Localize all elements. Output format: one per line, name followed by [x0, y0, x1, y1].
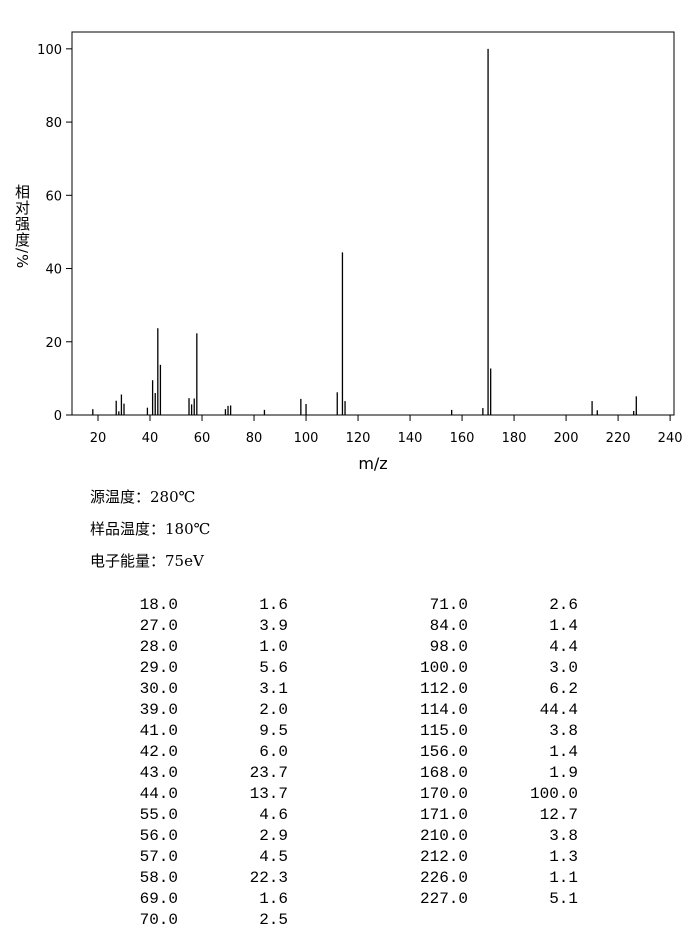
- table-cell: 1.1: [549, 869, 578, 887]
- x-tick-label: 80: [246, 431, 263, 446]
- table-cell: 22.3: [249, 869, 288, 887]
- table-cell: 170.0: [419, 785, 468, 803]
- table-cell: 58.0: [139, 869, 178, 887]
- x-tick-label: 200: [554, 431, 579, 446]
- table-cell: 212.0: [419, 848, 468, 866]
- table-cell: 2.9: [259, 827, 288, 845]
- x-tick-label: 180: [502, 431, 527, 446]
- x-tick-label: 20: [90, 431, 107, 446]
- table-cell: 5.1: [549, 890, 578, 908]
- table-cell: 6.2: [549, 680, 578, 698]
- table-cell: 23.7: [249, 764, 288, 782]
- table-cell: 44.0: [139, 785, 178, 803]
- table-cell: 3.9: [259, 617, 288, 635]
- chart: m/z 0 20 40 60 80 100 20 40 60 80 100 120 140 160 180 2…: [37, 31, 683, 473]
- table-cell: 39.0: [139, 701, 178, 719]
- table-cell: 84.0: [429, 617, 468, 635]
- table-cell: 3.8: [549, 722, 578, 740]
- table-cell: 71.0: [429, 596, 468, 614]
- table-cell: 69.0: [139, 890, 178, 908]
- table-cell: 5.6: [259, 659, 288, 677]
- x-tick-label: 140: [398, 431, 423, 446]
- x-tick-label: 100: [294, 431, 319, 446]
- info-line: 电子能量：75eV: [90, 552, 204, 570]
- table-cell: 56.0: [139, 827, 178, 845]
- table-cell: 1.9: [549, 764, 578, 782]
- table-cell: 1.0: [259, 638, 288, 656]
- table-cell: 112.0: [419, 680, 468, 698]
- table-cell: 100.0: [419, 659, 468, 677]
- table-cell: 55.0: [139, 806, 178, 824]
- table-cell: 4.5: [259, 848, 288, 866]
- table-cell: 168.0: [419, 764, 468, 782]
- info-line: 源温度：280℃: [90, 488, 196, 506]
- table-cell: 27.0: [139, 617, 178, 635]
- table-cell: 1.4: [549, 743, 578, 761]
- x-tick-label: 120: [346, 431, 371, 446]
- x-tick-label: 40: [142, 431, 159, 446]
- table-cell: 41.0: [139, 722, 178, 740]
- table-cell: 2.6: [549, 596, 578, 614]
- table-cell: 100.0: [529, 785, 578, 803]
- x-axis-label: m/z: [358, 454, 387, 473]
- x-tick-label: 240: [658, 431, 683, 446]
- y-tick-label: 100: [37, 43, 62, 58]
- y-axis-label: 相对强度/%: [13, 184, 31, 270]
- table-cell: 3.1: [259, 680, 288, 698]
- plot-frame: [71, 31, 675, 416]
- y-tick-label: 40: [45, 263, 62, 278]
- table-cell: 2.0: [259, 701, 288, 719]
- info-line: 样品温度：180℃: [90, 520, 211, 538]
- y-tick-label: 80: [45, 116, 62, 131]
- table-cell: 70.0: [139, 911, 178, 929]
- y-tick-label: 60: [45, 189, 62, 204]
- table-cell: 28.0: [139, 638, 178, 656]
- table-cell: 1.3: [549, 848, 578, 866]
- table-cell: 43.0: [139, 764, 178, 782]
- x-tick-label: 220: [606, 431, 631, 446]
- table-cell: 57.0: [139, 848, 178, 866]
- table-cell: 29.0: [139, 659, 178, 677]
- table-cell: 115.0: [419, 722, 468, 740]
- table-cell: 1.4: [549, 617, 578, 635]
- table-cell: 1.6: [259, 596, 288, 614]
- table-cell: 4.6: [259, 806, 288, 824]
- table-cell: 9.5: [259, 722, 288, 740]
- table-cell: 2.5: [259, 911, 288, 929]
- y-tick-label: 0: [54, 409, 62, 424]
- y-tick-label: 20: [45, 336, 62, 351]
- x-tick-label: 160: [450, 431, 475, 446]
- table-cell: 12.7: [539, 806, 578, 824]
- table-cell: 226.0: [419, 869, 468, 887]
- table-cell: 98.0: [429, 638, 468, 656]
- table-cell: 30.0: [139, 680, 178, 698]
- table-cell: 44.4: [539, 701, 578, 719]
- table-cell: 42.0: [139, 743, 178, 761]
- table-cell: 171.0: [419, 806, 468, 824]
- table-cell: 227.0: [419, 890, 468, 908]
- table-cell: 210.0: [419, 827, 468, 845]
- table-cell: 3.8: [549, 827, 578, 845]
- table-cell: 4.4: [549, 638, 578, 656]
- table-cell: 6.0: [259, 743, 288, 761]
- x-tick-label: 60: [194, 431, 211, 446]
- table-cell: 13.7: [249, 785, 288, 803]
- table-cell: 18.0: [139, 596, 178, 614]
- table-cell: 114.0: [419, 701, 468, 719]
- table-cell: 1.6: [259, 890, 288, 908]
- table-cell: 3.0: [549, 659, 578, 677]
- table-cell: 156.0: [419, 743, 468, 761]
